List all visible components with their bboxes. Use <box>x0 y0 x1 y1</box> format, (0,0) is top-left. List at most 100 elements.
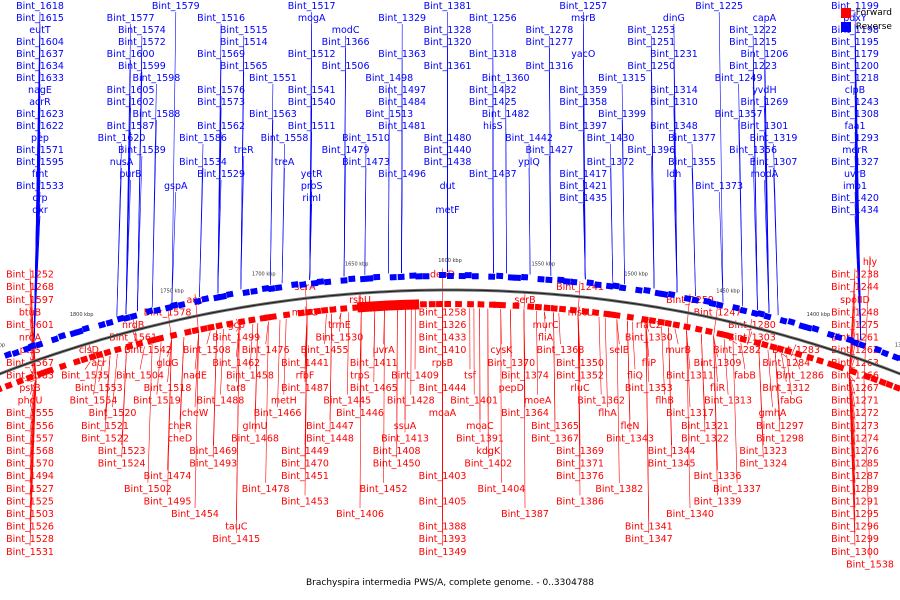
gene-connector <box>794 357 801 370</box>
gene-connector <box>767 349 773 408</box>
reverse-gene-arrow <box>291 281 299 288</box>
gene-label: Bint_1252 <box>6 270 54 281</box>
gene-label: Bint_1524 <box>98 459 146 470</box>
gene-label: nrdB <box>122 320 144 331</box>
gene-label: gspA <box>164 181 188 192</box>
forward-gene-arrow <box>831 361 840 370</box>
gene-label: Bint_1218 <box>831 73 879 84</box>
gene-label: yetR <box>301 169 323 180</box>
gene-connector <box>747 318 753 345</box>
gene-label: Bint_1273 <box>831 421 879 432</box>
gene-connector <box>577 306 581 315</box>
gene-label: Bint_1499 <box>212 333 260 344</box>
gene-label: Bint_1508 <box>183 345 231 356</box>
gene-label: Bint_1308 <box>831 109 879 120</box>
gene-label: Bint_1530 <box>315 333 363 344</box>
forward-gene-arrow <box>849 367 858 376</box>
forward-gene-arrow <box>80 355 89 364</box>
gene-label: Bint_1569 <box>197 49 245 60</box>
reverse-gene-arrow <box>3 350 13 359</box>
gene-label: Bint_1374 <box>501 370 549 381</box>
gene-label: Bint_1357 <box>715 109 763 120</box>
reverse-gene-arrow <box>537 276 545 283</box>
gene-label: Bint_1604 <box>16 37 64 48</box>
gene-label: Bint_1280 <box>728 320 776 331</box>
gene-connector <box>194 333 199 408</box>
gene-label: Bint_1319 <box>750 133 798 144</box>
gene-label: crp <box>32 193 47 204</box>
gene-label: Bint_1538 <box>846 559 894 570</box>
gene-connector <box>790 344 797 357</box>
gene-label: cysK <box>490 345 513 356</box>
gene-connector <box>343 155 346 277</box>
gene-label: Bint_1366 <box>322 37 370 48</box>
gene-connector <box>686 330 691 509</box>
gene-label: Bint_1330 <box>625 333 673 344</box>
gene-label: Bint_1555 <box>6 408 54 419</box>
forward-gene-arrow <box>641 315 649 323</box>
gene-connector <box>125 179 131 315</box>
gene-label: Bint_1587 <box>107 121 155 132</box>
reverse-gene-arrow <box>739 306 748 315</box>
forward-gene-arrow <box>527 303 535 310</box>
legend-item-reverse: Reverse <box>840 22 892 32</box>
gene-connector <box>752 155 758 310</box>
gene-label: Bint_1618 <box>16 1 64 12</box>
gene-label: Bint_1442 <box>505 133 553 144</box>
gene-label: Bint_1415 <box>212 534 260 545</box>
gene-label: Bint_1494 <box>6 471 54 482</box>
gene-connector <box>610 167 614 283</box>
gene-label: Bint_1541 <box>288 85 336 96</box>
gene-label: Bint_1586 <box>179 133 227 144</box>
gene-label: Bint_1448 <box>306 433 354 444</box>
gene-label: Bint_1571 <box>16 145 64 156</box>
gene-label: Bint_1427 <box>525 145 573 156</box>
gene-connector <box>199 167 204 298</box>
forward-gene-arrow <box>215 322 223 330</box>
gene-label: Bint_1518 <box>144 383 192 394</box>
gene-label: metH <box>271 396 297 407</box>
gene-connector <box>29 379 37 408</box>
forward-gene-arrow <box>88 352 97 361</box>
gene-connector <box>583 203 586 280</box>
gene-connector <box>324 314 327 345</box>
gene-label: Bint_1512 <box>288 49 336 60</box>
gene-label: Bint_1637 <box>16 49 64 60</box>
gene-connector <box>281 167 285 284</box>
gene-label: kdgK <box>476 446 501 457</box>
forward-gene-arrow <box>151 336 159 344</box>
gene-label: Bint_1620 <box>98 133 146 144</box>
forward-gene-arrow <box>183 328 192 336</box>
gene-connector <box>773 167 779 316</box>
gene-label: murB <box>665 345 691 356</box>
gene-label: Bint_1506 <box>322 61 370 72</box>
gene-label: Bint_1200 <box>831 61 879 72</box>
gene-connector <box>536 310 538 395</box>
gene-connector <box>500 308 502 483</box>
reverse-gene-arrow <box>164 303 173 312</box>
gene-label: Bint_1312 <box>762 383 810 394</box>
gene-label: Bint_1301 <box>740 121 788 132</box>
gene-label: modA <box>751 169 779 180</box>
gene-label: Bint_1462 <box>212 358 260 369</box>
gene-label: murG <box>292 307 319 318</box>
reverse-gene-arrow <box>880 349 890 358</box>
reverse-gene-arrow <box>826 330 836 339</box>
gene-label: Bint_1542 <box>124 345 172 356</box>
gene-connector <box>401 179 403 273</box>
gene-label: Bint_1568 <box>6 446 54 457</box>
gene-label: proS <box>301 181 323 192</box>
reverse-gene-arrow <box>763 312 772 321</box>
gene-connector <box>414 308 416 370</box>
forward-gene-arrow <box>269 313 277 321</box>
gene-connector <box>854 215 862 341</box>
gene-label: serB <box>514 295 535 306</box>
reverse-gene-arrow <box>274 284 283 292</box>
gene-label: Bint_1588 <box>132 109 180 120</box>
gene-label: Bint_1316 <box>525 61 573 72</box>
gene-label: Bint_1455 <box>301 345 349 356</box>
gene-label: Bint_1248 <box>831 307 879 318</box>
gene-connector <box>632 321 636 370</box>
gene-label: nadE <box>183 370 207 381</box>
